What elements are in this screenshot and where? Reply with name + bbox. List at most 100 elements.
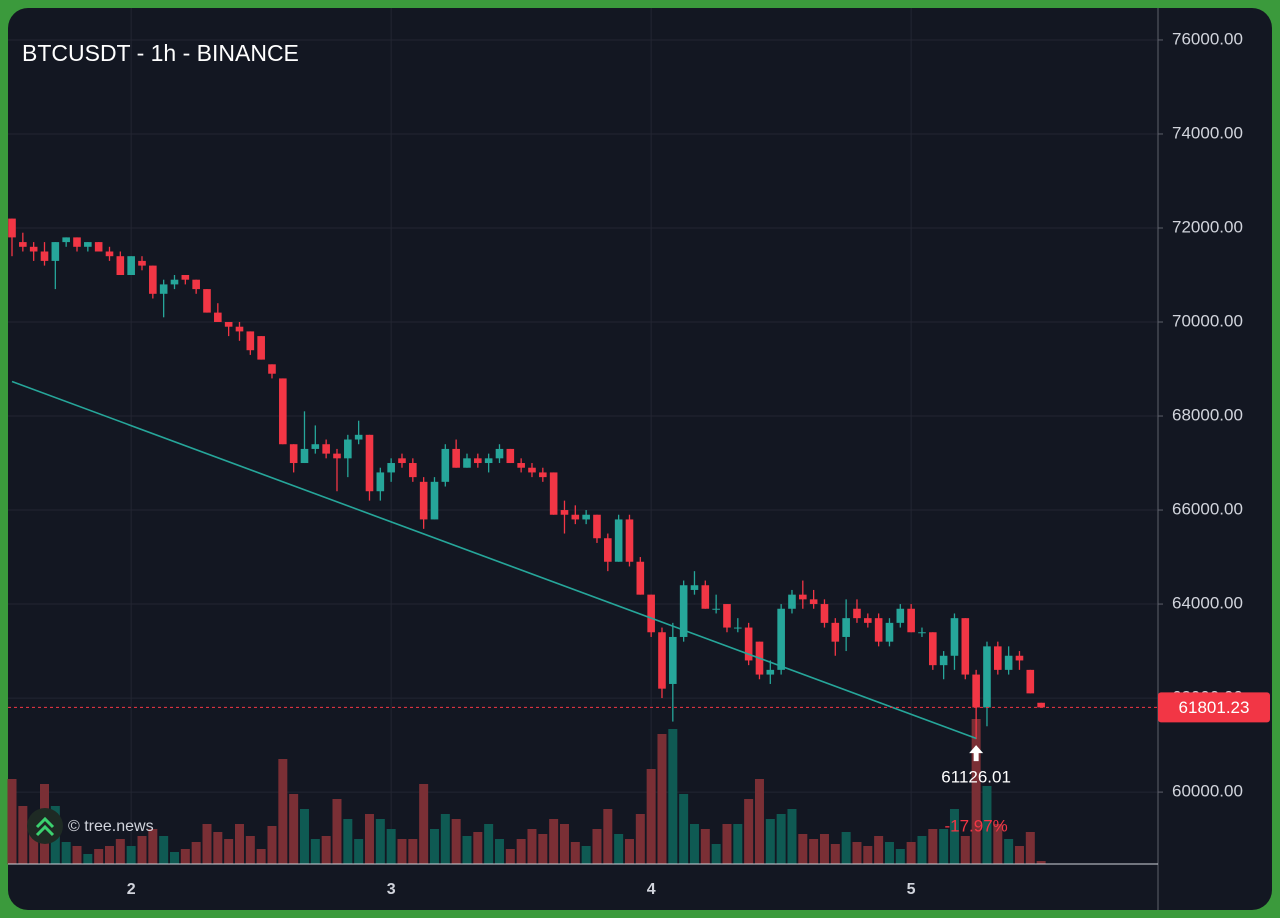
candle-body: [853, 608, 861, 619]
volume-bar: [549, 819, 559, 864]
candle-body: [257, 336, 265, 360]
volume-bar: [646, 769, 656, 864]
candle-body: [647, 594, 655, 633]
volume-bar: [484, 824, 494, 864]
candle-body: [159, 284, 168, 294]
candle-body: [831, 622, 840, 642]
candle-body: [214, 312, 222, 323]
candle-body: [593, 514, 601, 539]
volume-bar: [115, 839, 125, 864]
candle-body: [203, 289, 211, 313]
candle-body: [517, 463, 525, 468]
candle-body: [1004, 655, 1013, 670]
candle-body: [939, 655, 948, 666]
volume-bar: [148, 829, 158, 864]
volume-bar: [581, 846, 591, 864]
volume-bar: [906, 842, 916, 864]
candle-body: [983, 646, 991, 708]
candle-body: [820, 604, 829, 623]
volume-bar: [744, 799, 754, 864]
candle-body: [625, 519, 634, 562]
candle-body: [809, 599, 818, 605]
volume-bar: [852, 842, 862, 864]
candle-body: [365, 434, 374, 492]
candle-body: [549, 472, 558, 515]
y-tick-label: 74000.00: [1172, 123, 1243, 142]
volume-bar: [1004, 839, 1014, 864]
candle-body: [506, 448, 515, 464]
candle-body: [907, 608, 915, 633]
volume-bar: [754, 779, 764, 864]
candle-body: [322, 444, 330, 454]
volume-bar: [364, 814, 374, 864]
annotation-label: 61126.01: [941, 768, 1011, 787]
candle-body: [463, 458, 471, 468]
candle-body: [495, 448, 504, 459]
volume-bar: [202, 824, 212, 864]
candle-body: [279, 378, 287, 445]
candle-body: [224, 322, 233, 327]
watermark: © tree.news: [68, 818, 154, 835]
candle-body: [723, 604, 731, 628]
candle-body: [929, 632, 937, 666]
candle-body: [1037, 702, 1045, 708]
volume-bar: [61, 842, 71, 864]
volume-bar: [971, 719, 981, 864]
candle-body: [972, 674, 980, 708]
volume-bar: [159, 836, 169, 864]
y-tick-label: 68000.00: [1172, 406, 1243, 425]
volume-bar: [939, 829, 949, 864]
candle-body: [744, 627, 753, 661]
volume-bar: [18, 806, 28, 864]
y-tick-label: 60000.00: [1172, 782, 1243, 801]
volume-bar: [819, 834, 829, 864]
candle-body: [354, 434, 363, 440]
candle-body: [311, 444, 320, 449]
volume-bar: [689, 824, 699, 864]
volume-bar: [668, 729, 678, 864]
volume-bar: [711, 844, 721, 864]
candle-body: [842, 618, 850, 637]
x-tick-label: 4: [647, 881, 656, 898]
volume-bar: [679, 794, 689, 864]
volume-bar: [473, 832, 483, 864]
candle-body: [19, 242, 27, 247]
volume-bar: [126, 846, 136, 864]
candle-body: [73, 237, 81, 247]
volume-bar: [570, 842, 580, 864]
volume-bar: [429, 829, 439, 864]
candle-body: [452, 448, 460, 468]
volume-bar: [278, 759, 288, 864]
volume-bar: [798, 834, 808, 864]
volume-bar: [397, 839, 407, 864]
volume-bar: [603, 809, 613, 864]
candle-body: [636, 561, 645, 595]
annotation-change: -17.97%: [944, 817, 1007, 836]
candle-body: [528, 467, 536, 473]
x-tick-label: 2: [127, 881, 136, 898]
candle-body: [864, 618, 872, 623]
candle-body: [246, 331, 255, 351]
candle-body: [376, 472, 385, 492]
volume-bar: [874, 836, 884, 864]
candle-body: [885, 622, 894, 642]
candle-body: [192, 279, 200, 290]
candle-body: [289, 444, 298, 464]
candle-body: [398, 458, 406, 464]
volume-bar: [299, 809, 309, 864]
volume-bar: [700, 829, 710, 864]
last-price-label: 61801.23: [1179, 698, 1250, 717]
candle-body: [799, 594, 807, 600]
candle-body: [105, 251, 114, 257]
volume-bar: [592, 829, 602, 864]
candle-body: [29, 246, 38, 252]
candle-layer: [8, 218, 1045, 740]
volume-bar: [928, 829, 938, 864]
volume-bar: [94, 849, 104, 864]
volume-bar: [505, 849, 515, 864]
volume-bar: [289, 794, 299, 864]
volume-bar: [733, 824, 743, 864]
y-tick-label: 70000.00: [1172, 311, 1243, 330]
candle-body: [788, 594, 796, 609]
